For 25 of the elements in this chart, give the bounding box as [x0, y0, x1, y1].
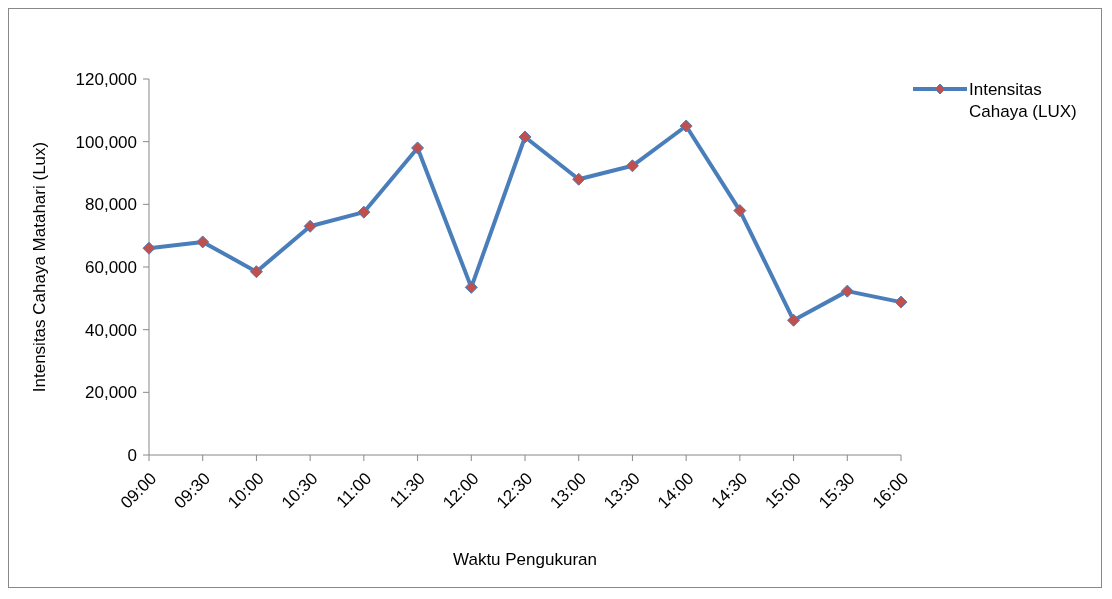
y-tick-label: 20,000 — [85, 383, 137, 403]
point — [196, 235, 210, 249]
point — [357, 205, 371, 219]
point — [411, 141, 425, 155]
y-tick-label: 80,000 — [85, 195, 137, 215]
legend-label: Intensitas Cahaya (LUX) — [969, 79, 1078, 123]
point — [572, 172, 586, 186]
point — [733, 204, 747, 218]
point — [894, 295, 908, 309]
point — [303, 219, 317, 233]
y-tick-label: 100,000 — [75, 132, 137, 152]
point — [249, 265, 263, 279]
y-tick-label: 0 — [127, 446, 137, 466]
point — [518, 130, 532, 144]
y-tick-label: 40,000 — [85, 320, 137, 340]
point — [840, 284, 854, 298]
y-tick-label: 60,000 — [85, 258, 137, 278]
point — [679, 119, 693, 133]
point — [142, 241, 156, 255]
y-tick-label: 120,000 — [75, 70, 137, 90]
x-axis-title: Waktu Pengukuran — [453, 550, 597, 569]
point — [464, 280, 478, 294]
point — [787, 313, 801, 327]
point — [625, 159, 639, 173]
y-axis-title: Intensitas Cahaya Matahari (Lux) — [30, 141, 50, 393]
